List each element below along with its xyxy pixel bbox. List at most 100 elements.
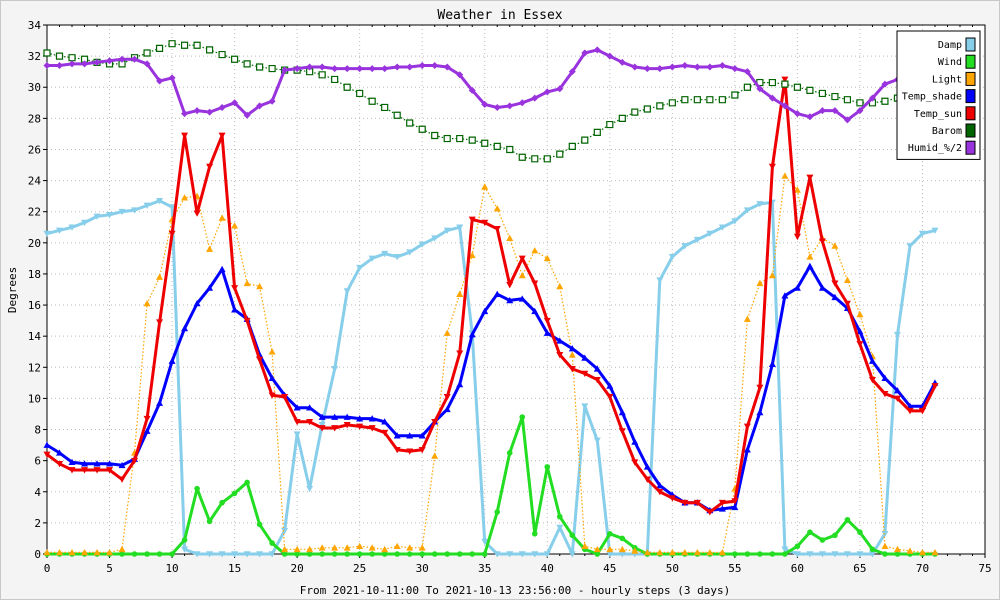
data-point-damp [656,277,664,284]
data-point-humid-2 [731,65,739,73]
data-point-temp-sun [581,370,589,378]
data-point-wind [319,551,325,557]
data-point-temp-shade [731,503,739,511]
data-point-wind [444,551,451,557]
data-point-light [606,545,614,553]
data-point-light [568,351,576,358]
data-point-damp [543,551,551,558]
data-point-temp-sun [106,467,114,474]
data-point-wind [419,551,426,557]
data-point-temp-sun [468,216,476,223]
data-point-humid-2 [718,61,726,69]
y-tick-label: 8 [34,424,41,437]
data-point-temp-sun [268,392,276,399]
data-point-damp [256,551,264,558]
data-point-humid-2 [518,99,526,107]
data-point-temp-sun [506,282,514,289]
data-point-damp [56,227,64,234]
data-point-humid-2 [431,61,439,69]
data-point-humid-2 [493,103,501,111]
x-tick-label: 5 [106,562,113,575]
data-point-barom [606,120,614,129]
data-point-damp [243,551,251,558]
y-tick-label: 22 [28,206,41,219]
data-point-temp-shade [506,296,514,304]
data-point-light [43,548,51,556]
data-point-damp [931,227,939,234]
data-point-temp-sun [931,383,939,390]
data-point-damp [531,551,539,558]
y-tick-label: 34 [28,19,42,32]
data-point-wind [456,551,463,557]
series-damp [43,198,939,558]
data-point-temp-sun [218,132,226,139]
data-point-light [381,545,389,553]
data-point-wind [119,551,125,557]
data-point-temp-sun [568,366,576,373]
data-point-temp-sun [68,467,76,474]
data-point-light [618,545,626,553]
data-point-damp [693,236,701,244]
x-tick-label: 40 [541,562,554,575]
data-point-temp-shade [818,284,826,291]
data-point-wind [331,551,338,557]
data-point-humid-2 [668,63,676,71]
data-point-humid-2 [418,61,426,69]
chart-title: Weather in Essex [437,8,562,23]
x-tick-label: 25 [353,562,366,575]
data-point-temp-sun [93,467,101,474]
data-point-temp-shade [268,374,276,381]
y-tick-label: 4 [34,486,41,499]
data-point-wind [519,414,526,420]
data-point-wind [744,551,751,557]
data-point-temp-sun [743,423,751,430]
y-tick-label: 24 [28,175,42,188]
data-point-barom [518,153,526,161]
data-point-barom [168,40,176,48]
data-point-humid-2 [443,63,451,71]
data-point-damp [756,201,764,208]
data-point-temp-shade [218,265,226,273]
x-tick-label: 30 [416,562,429,575]
data-point-light [706,548,714,556]
data-point-wind [732,551,738,557]
y-tick-label: 20 [28,237,41,250]
data-point-temp-sun [356,423,364,430]
data-point-humid-2 [318,63,326,71]
data-point-temp-sun [868,376,876,384]
data-point-temp-sun [531,280,539,287]
data-point-light [181,194,189,201]
data-point-humid-2 [793,110,801,118]
data-point-temp-shade [518,295,526,302]
data-point-temp-shade [43,441,51,448]
data-point-humid-2 [281,66,289,74]
data-point-damp [81,219,89,227]
data-point-temp-sun [781,76,789,83]
data-point-light [393,542,401,550]
data-point-temp-shade [543,329,551,336]
data-point-damp [818,551,826,558]
data-point-light [218,214,226,221]
legend-label: Temp_shade [902,92,962,103]
series-wind [44,414,938,557]
data-point-light [118,545,126,553]
data-point-barom [806,86,814,94]
data-point-light [481,183,489,190]
data-point-damp [406,249,414,256]
data-point-barom [343,83,351,91]
data-point-barom [256,63,264,71]
data-point-temp-shade [318,413,326,420]
data-point-temp-shade [468,331,476,338]
data-point-wind [144,551,150,557]
data-point-damp [843,551,851,558]
data-point-damp [293,431,301,438]
legend-swatch [965,106,976,121]
data-point-temp-shade [656,482,664,489]
data-point-barom [243,60,251,68]
legend-swatch [965,123,976,138]
data-point-temp-sun [756,384,764,392]
data-point-humid-2 [593,46,601,54]
data-point-barom [506,145,514,154]
data-point-humid-2 [356,65,364,73]
data-point-temp-shade [68,458,76,466]
